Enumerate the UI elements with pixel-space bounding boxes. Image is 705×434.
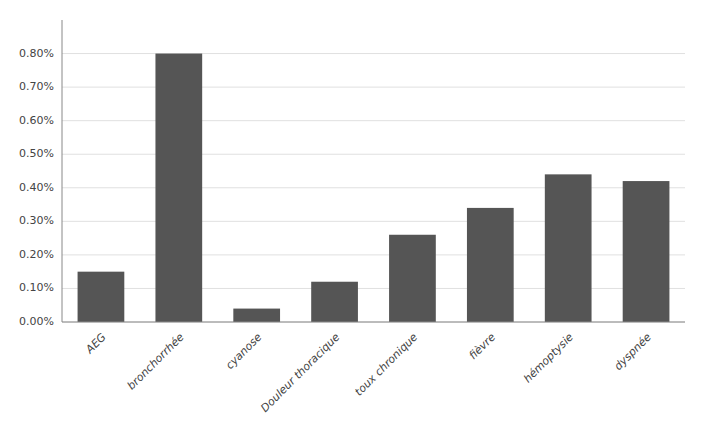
x-tick-label: toux chronique bbox=[352, 330, 420, 398]
x-tick-label: AEG bbox=[83, 331, 109, 357]
y-tick-label: 0.50% bbox=[19, 147, 54, 160]
bar bbox=[623, 181, 670, 322]
grid-line bbox=[62, 322, 685, 323]
x-tick-label: dyspnée bbox=[612, 330, 654, 372]
bar bbox=[233, 309, 280, 322]
y-tick-label: 0.70% bbox=[19, 80, 54, 93]
x-axis-line bbox=[62, 322, 685, 323]
grid bbox=[62, 54, 685, 322]
x-axis: AEG bronchorrhée cyanoseDouleur thoracique… bbox=[83, 330, 654, 414]
x-tick-label: cyanose bbox=[223, 330, 265, 372]
x-tick-label: bronchorrhée bbox=[125, 330, 187, 392]
y-tick-label: 0.40% bbox=[19, 181, 54, 194]
y-axis-line bbox=[62, 20, 63, 322]
bars bbox=[78, 54, 670, 322]
x-tick-label: hémoptysie bbox=[521, 330, 576, 385]
y-tick-label: 0.60% bbox=[19, 114, 54, 127]
bar bbox=[311, 282, 358, 322]
bar bbox=[78, 272, 125, 322]
chart-container: 0.00% 0.10% 0.20% 0.30% 0.40% 0.50% 0.60% 0.70%… bbox=[0, 0, 705, 434]
y-tick-label: 0.10% bbox=[19, 281, 54, 294]
bar bbox=[545, 174, 592, 322]
y-tick-label: 0.30% bbox=[19, 214, 54, 227]
x-tick-label: fièvre bbox=[466, 330, 498, 362]
y-tick-label: 0.00% bbox=[19, 315, 54, 328]
x-tick-label: Douleur thoracique bbox=[258, 330, 342, 414]
bar bbox=[389, 235, 436, 322]
y-tick-label: 0.20% bbox=[19, 248, 54, 261]
chart: 0.00% 0.10% 0.20% 0.30% 0.40% 0.50% 0.60% 0.70%… bbox=[0, 0, 705, 434]
y-axis: 0.00% 0.10% 0.20% 0.30% 0.40% 0.50% 0.60% 0.70%… bbox=[19, 47, 54, 328]
bar bbox=[467, 208, 514, 322]
bar bbox=[155, 54, 202, 322]
y-tick-label: 0.80% bbox=[19, 47, 54, 60]
